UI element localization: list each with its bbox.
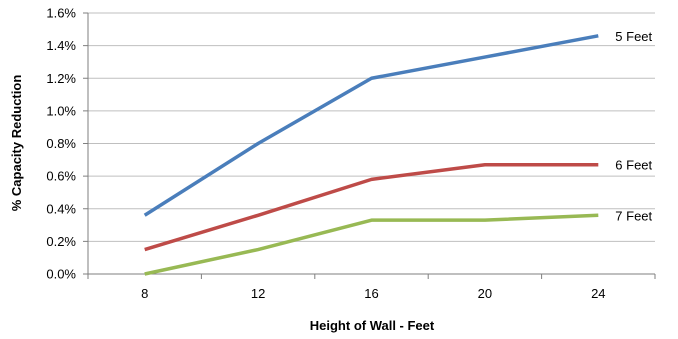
- y-tick-label: 1.2%: [46, 71, 76, 86]
- labels: 5 Feet 6 Feet 7 Feet: [615, 29, 652, 223]
- y-tick-label: 0.6%: [46, 169, 76, 184]
- series-line-6-feet: [144, 162, 599, 252]
- y-tick-label: 1.6%: [46, 6, 76, 21]
- y-axis-title: % Capacity Reduction: [9, 75, 24, 212]
- y-tick-label: 0.8%: [46, 136, 76, 151]
- y-tick-label: 0.2%: [46, 234, 76, 249]
- series-label-6-feet: 6 Feet: [615, 158, 652, 173]
- y-tick-label: 0.4%: [46, 201, 76, 216]
- series-label-7-feet: 7 Feet: [615, 208, 652, 223]
- x-tick-label: 12: [251, 286, 265, 301]
- x-tick-label: 24: [591, 286, 605, 301]
- y-tick-label: 0.0%: [46, 267, 76, 282]
- x-tick-label: 16: [364, 286, 378, 301]
- series-line-7-feet: [144, 213, 599, 276]
- axes: 0.0% 0.2% 0.4% 0.6% 0.8% 1.0% 1.2% 1.4% 1.6% 8 12 1…: [46, 6, 656, 301]
- x-tick-label: 8: [141, 286, 148, 301]
- series-label-5-feet: 5 Feet: [615, 29, 652, 44]
- series-lines: [143, 34, 599, 276]
- y-tick-label: 1.4%: [46, 38, 76, 53]
- x-axis-title: Height of Wall - Feet: [310, 318, 435, 333]
- series-line-5-feet: [143, 34, 599, 217]
- x-tick-label: 20: [478, 286, 492, 301]
- y-tick-label: 1.0%: [46, 103, 76, 118]
- gridlines: [88, 12, 655, 242]
